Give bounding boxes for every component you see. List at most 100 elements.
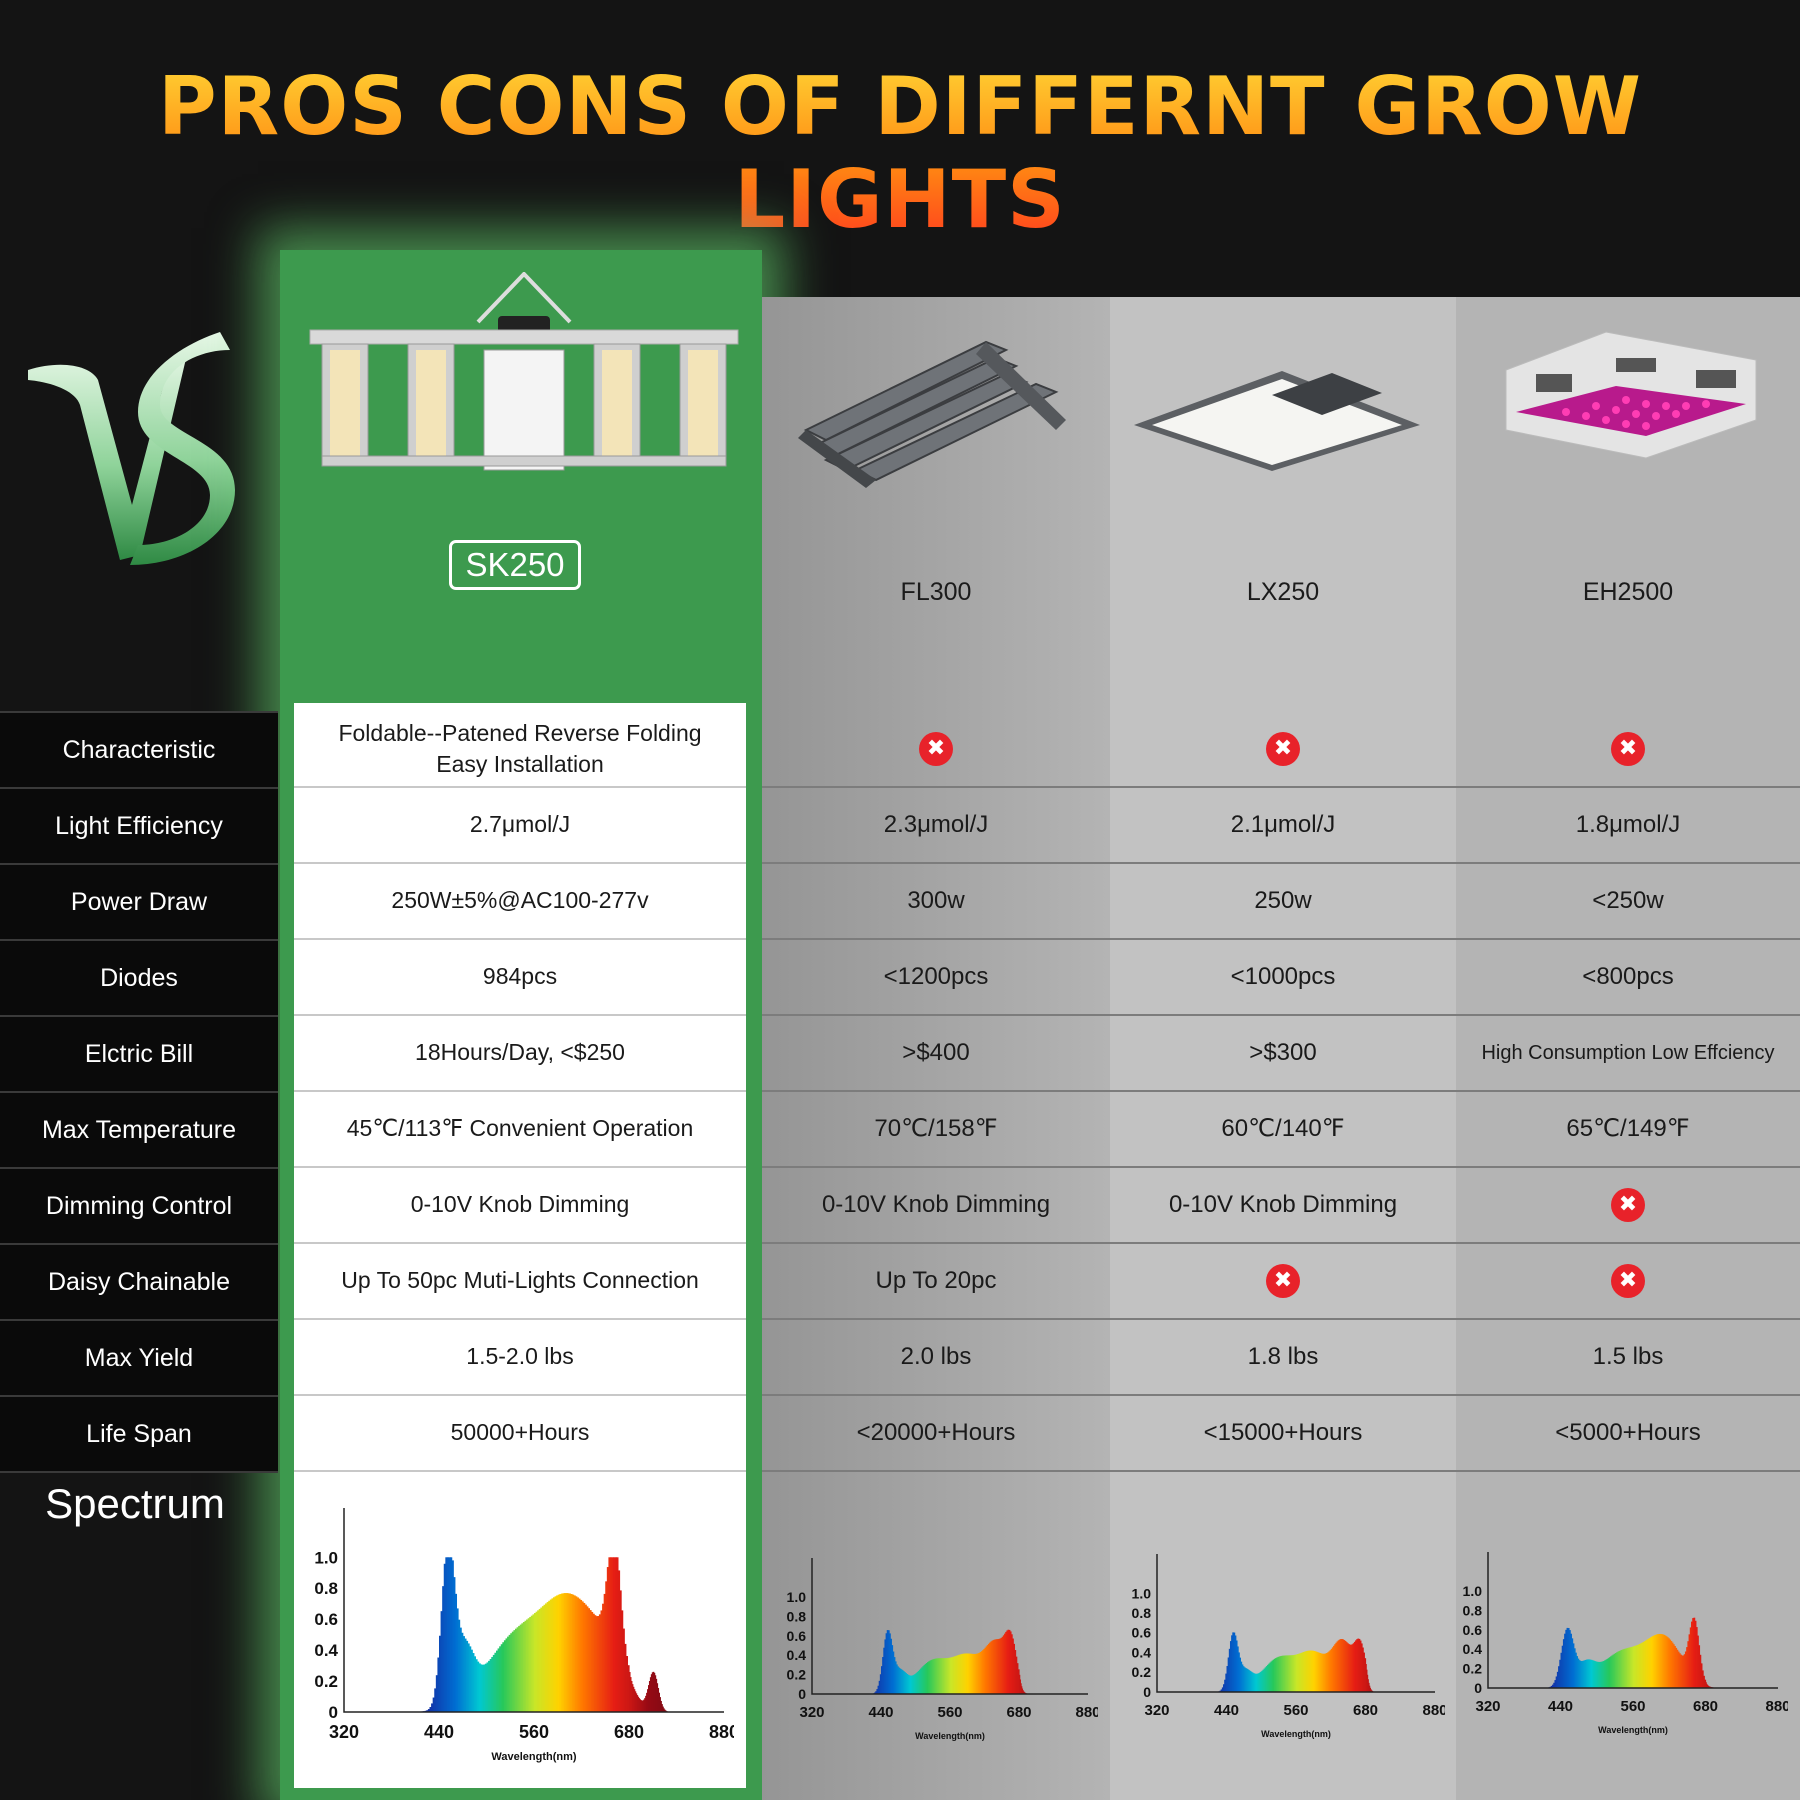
y-tick-label: 0.4 (787, 1647, 807, 1663)
spectrum-band (1693, 1617, 1696, 1688)
spectrum-band (648, 1685, 650, 1712)
spectrum-band (1301, 1652, 1304, 1692)
spectrum-band (1553, 1682, 1556, 1688)
spectrum-band (998, 1638, 1001, 1694)
spectrum-band (1646, 1639, 1649, 1688)
spectrum-band (608, 1557, 611, 1712)
spectrum-band (1572, 1643, 1575, 1688)
spectrum-band (882, 1657, 884, 1694)
spectrum-band (503, 1640, 507, 1712)
y-tick-label: 0 (1143, 1684, 1151, 1700)
spectrum-band (962, 1653, 965, 1694)
spectrum-band (1367, 1679, 1369, 1692)
spectrum-band (1688, 1634, 1691, 1688)
spectrum-band (639, 1699, 641, 1712)
spectrum-band (1260, 1671, 1262, 1692)
spectrum-band (1659, 1633, 1662, 1688)
spectrum-label: Spectrum (45, 1480, 225, 1527)
y-tick-label: 1.0 (1463, 1583, 1483, 1599)
row-divider (294, 1394, 746, 1396)
spectrum-band (1272, 1659, 1275, 1692)
fl300-cell-characteristic: ✖ (762, 711, 1110, 787)
spectrum-band (575, 1596, 578, 1712)
spectrum-band (553, 1597, 556, 1712)
spectrum-band (1319, 1653, 1321, 1692)
row-divider (762, 1242, 1800, 1244)
spectrum-band (614, 1557, 617, 1712)
spectrum-band (660, 1700, 662, 1712)
spectrum-band (579, 1599, 583, 1712)
spectrum-band (1236, 1646, 1239, 1692)
spectrum-band (1596, 1661, 1599, 1688)
spectrum-band (889, 1633, 891, 1694)
spectrum-band (1637, 1644, 1640, 1688)
x-axis-label: Wavelength(nm) (1598, 1725, 1668, 1735)
spectrum-band (1277, 1656, 1280, 1692)
lx250-cell-max-yield: 1.8 lbs (1247, 1342, 1319, 1370)
spectrum-band (1010, 1634, 1013, 1694)
spectrum-band (1555, 1676, 1558, 1688)
spectrum-band (985, 1646, 988, 1694)
spectrum-band (937, 1658, 940, 1694)
spectrum-band (1670, 1641, 1673, 1688)
spectrum-band (1576, 1656, 1579, 1688)
spectrum-band (928, 1661, 930, 1694)
spectrum-band (1340, 1639, 1342, 1692)
spectrum-band (1268, 1663, 1270, 1692)
spectrum-band (1697, 1635, 1699, 1688)
x-tick-label: 440 (424, 1722, 454, 1742)
spectrum-band (982, 1650, 984, 1694)
spectrum-band (1014, 1650, 1017, 1694)
spectrum-band (1683, 1654, 1686, 1688)
spectrum-band (632, 1686, 635, 1712)
spectrum-band (1280, 1655, 1283, 1692)
spectrum-band (654, 1675, 657, 1712)
spectrum-band (1605, 1659, 1608, 1688)
spectrum-band (1239, 1657, 1241, 1692)
spectrum-band (1708, 1686, 1710, 1688)
spectrum-band (978, 1652, 981, 1694)
spectrum-band (656, 1683, 659, 1712)
spectrum-band (1220, 1689, 1223, 1692)
spectrum-band (518, 1625, 521, 1712)
row-label-elctric-bill: Elctric Bill (0, 1015, 278, 1091)
spectrum-band (1577, 1658, 1580, 1688)
spectrum-band (1282, 1655, 1284, 1692)
spectrum-band (1626, 1647, 1629, 1688)
spectrum-band (1633, 1646, 1635, 1688)
spectrum-band (1571, 1638, 1574, 1688)
spectrum-band (1267, 1664, 1269, 1692)
spectrum-band (1630, 1646, 1633, 1688)
spectrum-band (564, 1593, 567, 1712)
spectrum-band (1618, 1651, 1621, 1688)
spectrum-band (1550, 1685, 1553, 1688)
spectrum-band (945, 1658, 948, 1694)
row-divider (294, 1318, 746, 1320)
spectrum-band (450, 1557, 453, 1712)
x-axis-label: Wavelength(nm) (915, 1731, 985, 1741)
sk250-cell-power-draw: 250W±5%@AC100-277v (391, 887, 649, 914)
spectrum-band (1595, 1661, 1598, 1688)
row-label-dimming-control: Dimming Control (0, 1167, 278, 1243)
spectrum-band (1686, 1647, 1688, 1688)
cross-icon: ✖ (1611, 1264, 1645, 1298)
spectrum-band (1263, 1668, 1266, 1692)
spectrum-band (461, 1632, 464, 1712)
spectrum-band (1370, 1689, 1372, 1692)
spectrum-band (991, 1640, 994, 1694)
spectrum-band (446, 1557, 450, 1712)
spectrum-band (1643, 1641, 1646, 1688)
sk250-cell-daisy-chainable: Up To 50pc Muti-Lights Connection (341, 1267, 699, 1294)
spectrum-band (1655, 1634, 1658, 1688)
spectrum-band (1353, 1641, 1356, 1692)
x-tick-label: 440 (868, 1704, 893, 1721)
spectrum-band (439, 1635, 442, 1712)
spectrum-band (900, 1669, 903, 1694)
spectrum-band (1610, 1656, 1612, 1688)
spectrum-band (1677, 1651, 1680, 1688)
spectrum-band (932, 1659, 935, 1694)
spectrum-band (576, 1597, 579, 1712)
lx250-image (1132, 365, 1422, 480)
spectrum-band (606, 1567, 610, 1712)
spectrum-band (1292, 1655, 1295, 1692)
